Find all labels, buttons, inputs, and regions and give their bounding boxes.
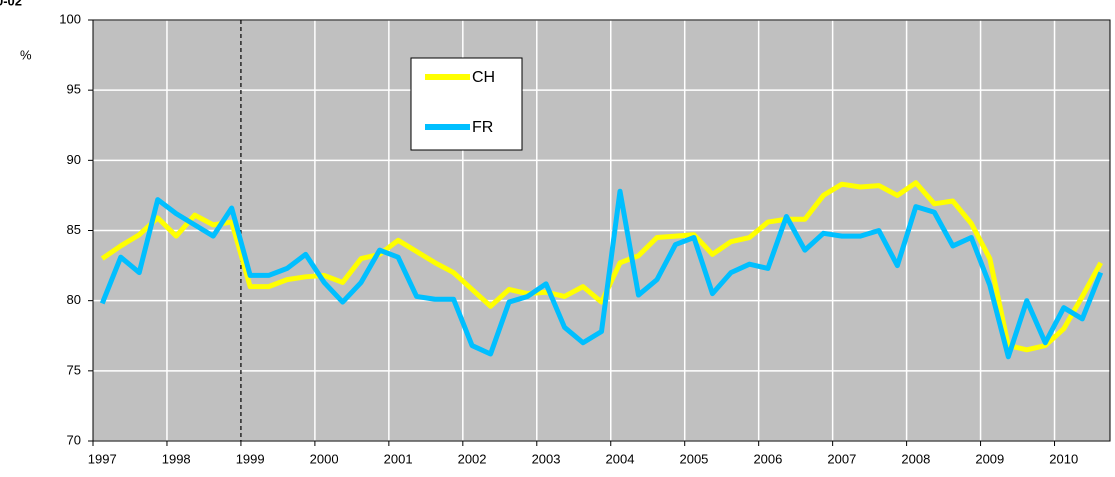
x-tick-label: 2007 (827, 451, 856, 466)
x-tick-label: 1999 (236, 451, 265, 466)
legend-label: CH (472, 69, 495, 86)
x-tick-label: 1998 (162, 451, 191, 466)
x-tick-label: 1997 (88, 451, 117, 466)
x-tick-label: 2003 (532, 451, 561, 466)
chart-title: 0-02 (0, 0, 22, 8)
x-tick-label: 2006 (753, 451, 782, 466)
x-tick-label: 2000 (310, 451, 339, 466)
x-tick-label: 2001 (384, 451, 413, 466)
legend-label: FR (472, 119, 493, 136)
series-line (100, 180, 1103, 353)
plot-border (92, 19, 1111, 442)
y-tick-label: 70 (67, 432, 81, 447)
y-tick-label: 95 (67, 82, 81, 97)
x-tick-label: 2010 (1049, 451, 1078, 466)
x-tick-label: 2008 (901, 451, 930, 466)
y-tick-label: 80 (67, 292, 81, 307)
y-tick-label: 75 (67, 362, 81, 377)
y-tick-label: 90 (67, 152, 81, 167)
x-tick-label: 2009 (975, 451, 1004, 466)
series-line (99, 188, 1104, 360)
x-tick-label: 2002 (458, 451, 487, 466)
y-axis-label: % (20, 47, 32, 62)
legend-box (410, 57, 523, 151)
x-tick-label: 2005 (679, 451, 708, 466)
y-tick-label: 100 (59, 11, 81, 26)
x-tick-label: 2004 (606, 451, 635, 466)
y-tick-label: 85 (67, 222, 81, 237)
